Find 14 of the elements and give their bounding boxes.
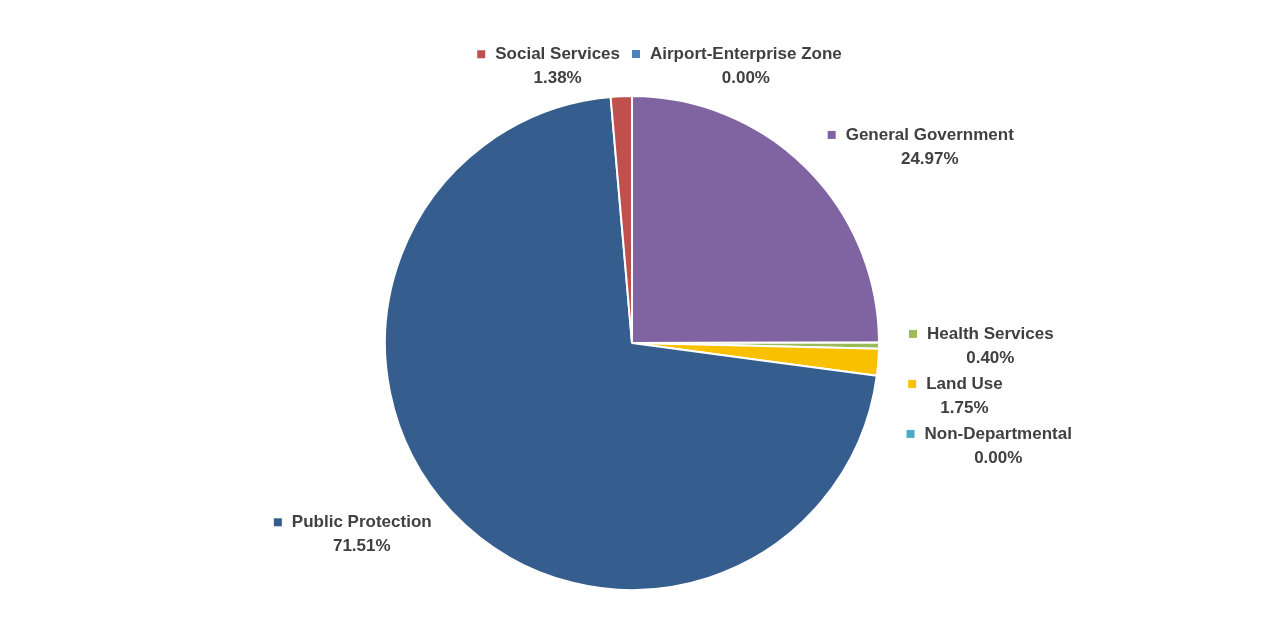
text: 0.00% (721, 67, 770, 87)
data-label: 1.75% (940, 397, 989, 417)
legend-label: Public Protection (291, 511, 432, 531)
data-label: 1.38% (533, 67, 582, 87)
legend-label: Non-Departmental (924, 423, 1072, 443)
legend-label: Land Use (926, 373, 1003, 393)
legend-label: Health Services (926, 323, 1054, 343)
legend-label: General Government (845, 124, 1015, 144)
data-label: 71.51% (332, 535, 391, 555)
data-label: 0.40% (966, 347, 1015, 367)
data-label: 24.97% (900, 148, 959, 168)
legend-label: Airport-Enterprise Zone (650, 43, 842, 63)
legend-label: Social Services (495, 43, 621, 63)
text: 0.00% (974, 447, 1023, 467)
